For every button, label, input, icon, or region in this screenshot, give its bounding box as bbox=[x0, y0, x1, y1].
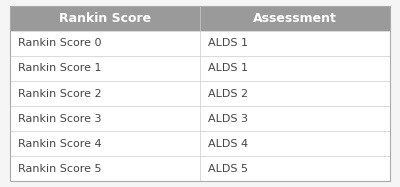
Bar bbox=[10, 6, 390, 31]
Text: ALDS 3: ALDS 3 bbox=[208, 114, 248, 124]
Text: ALDS 1: ALDS 1 bbox=[208, 63, 248, 73]
Text: ALDS 1: ALDS 1 bbox=[208, 38, 248, 48]
Text: Rankin Score 3: Rankin Score 3 bbox=[18, 114, 102, 124]
Text: Rankin Score 5: Rankin Score 5 bbox=[18, 164, 102, 174]
Bar bbox=[10, 106, 390, 131]
Bar bbox=[10, 131, 390, 156]
Bar bbox=[10, 56, 390, 81]
Text: Rankin Score 2: Rankin Score 2 bbox=[18, 88, 102, 99]
Text: ALDS 2: ALDS 2 bbox=[208, 88, 248, 99]
Bar bbox=[10, 156, 390, 181]
Text: Assessment: Assessment bbox=[253, 12, 337, 25]
Text: Rankin Score 4: Rankin Score 4 bbox=[18, 139, 102, 149]
Text: ALDS 4: ALDS 4 bbox=[208, 139, 248, 149]
Text: ALDS 5: ALDS 5 bbox=[208, 164, 248, 174]
Bar bbox=[10, 81, 390, 106]
Bar bbox=[10, 31, 390, 56]
Text: Rankin Score 1: Rankin Score 1 bbox=[18, 63, 102, 73]
Text: Rankin Score: Rankin Score bbox=[59, 12, 151, 25]
Text: Rankin Score 0: Rankin Score 0 bbox=[18, 38, 102, 48]
